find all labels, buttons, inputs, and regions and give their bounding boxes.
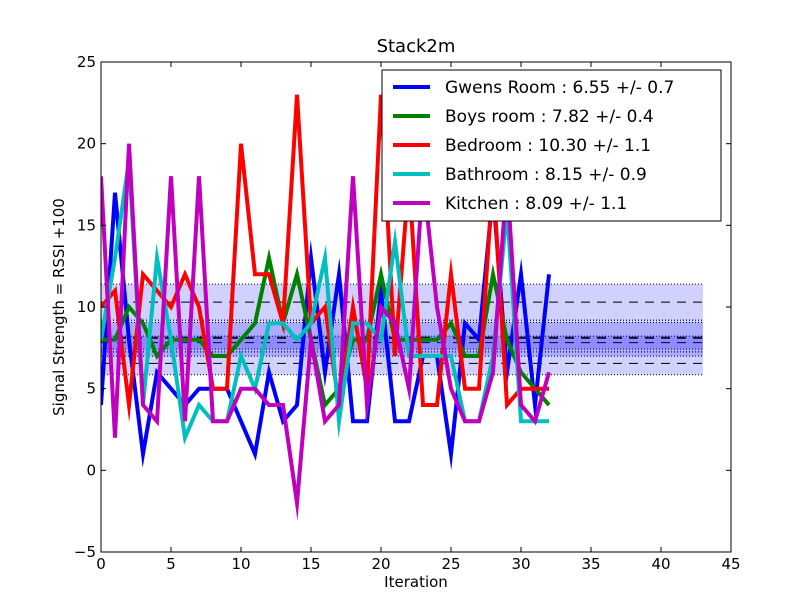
x-tick-label: 30 <box>511 555 530 573</box>
x-tick-label: 20 <box>371 555 390 573</box>
y-tick-label: 10 <box>77 298 96 316</box>
series-line-1 <box>101 248 551 410</box>
x-tick-label: 10 <box>231 555 250 573</box>
series-line-0 <box>101 192 551 471</box>
legend: Gwens Room : 6.55 +/- 0.7 Boys room : 7.8… <box>381 69 722 222</box>
x-tick-label: 25 <box>441 555 460 573</box>
series-line-4 <box>101 143 551 521</box>
legend-label-3: Bathroom : 8.15 +/- 0.9 <box>445 165 647 185</box>
series-lines <box>101 94 551 521</box>
y-tick-label: 15 <box>77 216 96 234</box>
x-tick-label: 45 <box>721 555 740 573</box>
x-tick-label: 5 <box>166 555 176 573</box>
series-group <box>101 94 551 521</box>
legend-box <box>381 69 722 222</box>
x-axis-label: Iteration <box>384 573 448 591</box>
y-tick-label: −5 <box>74 543 96 561</box>
legend-label-4: Kitchen : 8.09 +/- 1.1 <box>445 194 627 214</box>
legend-label-0: Gwens Room : 6.55 +/- 0.7 <box>445 78 674 98</box>
series-line-2 <box>101 94 549 423</box>
y-axis-label: Signal Strength = RSSI +100 <box>50 198 68 416</box>
std-band-1 <box>101 336 703 350</box>
x-tick-label: 40 <box>651 555 670 573</box>
x-tick-label: 0 <box>96 555 106 573</box>
legend-label-1: Boys room : 7.82 +/- 0.4 <box>445 107 654 127</box>
legend-label-2: Bedroom : 10.30 +/- 1.1 <box>445 136 651 156</box>
x-tick-label: 35 <box>581 555 600 573</box>
chart-title: Stack2m <box>377 36 456 57</box>
y-tick-label: 0 <box>86 461 96 479</box>
y-tick-label: 5 <box>86 380 96 398</box>
y-tick-label: 20 <box>77 135 96 153</box>
x-tick-label: 15 <box>301 555 320 573</box>
y-tick-label: 25 <box>77 53 96 71</box>
